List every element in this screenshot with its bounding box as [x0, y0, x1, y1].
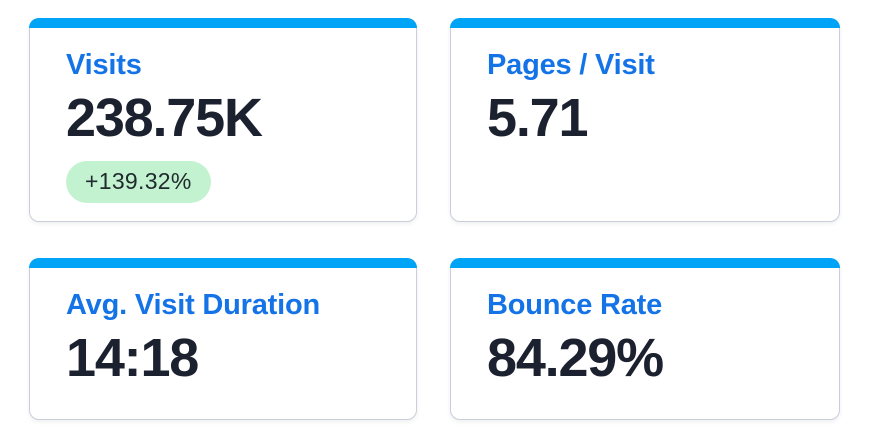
- change-badge: +139.32%: [66, 160, 211, 203]
- metric-value: 14:18: [66, 328, 199, 389]
- card-visits[interactable]: Visits 238.75K +139.32%: [29, 18, 417, 222]
- metric-title: Pages / Visit: [487, 49, 655, 81]
- metric-value: 84.29%: [487, 328, 664, 389]
- metric-title: Visits: [66, 49, 142, 81]
- metric-title: Avg. Visit Duration: [66, 289, 321, 321]
- metric-value: 5.71: [487, 88, 589, 149]
- card-accent-bar: [29, 18, 417, 28]
- metric-title: Bounce Rate: [487, 289, 663, 321]
- card-avg-visit-duration[interactable]: Avg. Visit Duration 14:18: [29, 258, 417, 420]
- card-accent-bar: [450, 18, 840, 28]
- card-accent-bar: [29, 258, 417, 268]
- card-body: Pages / Visit 5.71: [451, 28, 839, 148]
- card-accent-bar: [450, 258, 840, 268]
- card-pages-per-visit[interactable]: Pages / Visit 5.71: [450, 18, 840, 222]
- card-body: Bounce Rate 84.29%: [451, 268, 839, 388]
- metric-value: 238.75K: [66, 88, 263, 149]
- card-body: Avg. Visit Duration 14:18: [30, 268, 416, 388]
- card-body: Visits 238.75K +139.32%: [30, 28, 416, 203]
- card-bounce-rate[interactable]: Bounce Rate 84.29%: [450, 258, 840, 420]
- metrics-grid: Visits 238.75K +139.32% Pages / Visit 5.…: [29, 18, 840, 420]
